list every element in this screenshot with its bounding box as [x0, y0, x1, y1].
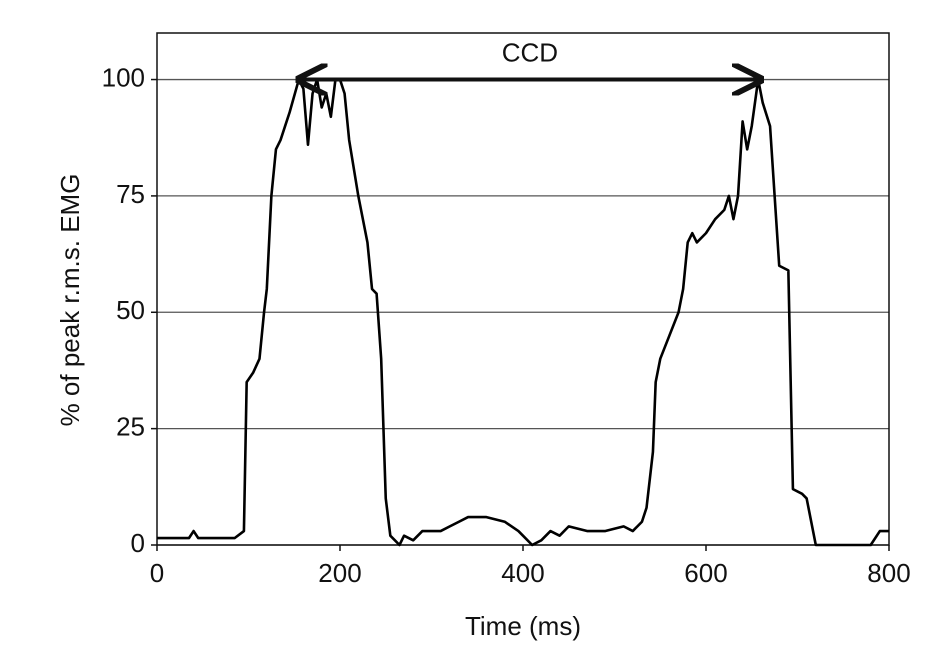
- annotation-label: CCD: [502, 37, 558, 67]
- x-tick-label: 0: [150, 558, 164, 588]
- data-line: [157, 78, 889, 547]
- y-tick-label: 75: [116, 179, 145, 209]
- y-tick-label: 0: [131, 528, 145, 558]
- x-tick-label: 200: [318, 558, 361, 588]
- x-tick-label: 400: [501, 558, 544, 588]
- plot-frame: [156, 32, 890, 546]
- y-tick-label: 25: [116, 412, 145, 442]
- x-axis-label: Time (ms): [465, 611, 581, 641]
- y-tick-label: 50: [116, 295, 145, 325]
- x-tick-label: 800: [867, 558, 910, 588]
- y-axis-label: % of peak r.m.s. EMG: [55, 174, 85, 427]
- y-tick-label: 100: [102, 62, 145, 92]
- x-tick-label: 600: [684, 558, 727, 588]
